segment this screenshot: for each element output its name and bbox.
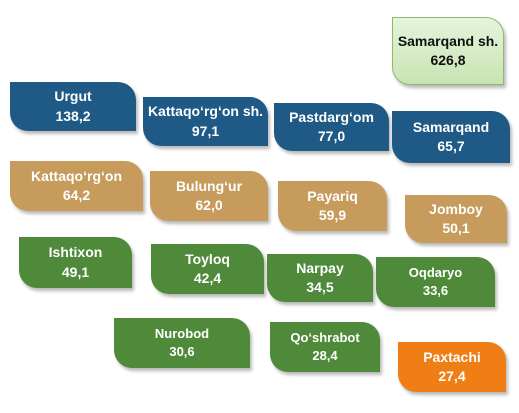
tile-name: Narpay (296, 259, 344, 276)
tile-kattaqorgon: Kattaqo‘rg‘on 64,2 (10, 161, 143, 211)
tile-value: 33,6 (422, 283, 449, 298)
tile-nurobod: Nurobod 30,6 (114, 318, 250, 368)
tile-value: 34,5 (306, 279, 334, 295)
tile-name: Kattaqo‘rg‘on (31, 167, 122, 184)
tile-value: 626,8 (430, 52, 466, 68)
tile-name: Pastdarg‘om (289, 108, 374, 125)
tile-kattaqorgon-city: Kattaqo‘rg‘on sh. 97,1 (143, 97, 268, 146)
tile-name: Kattaqo‘rg‘on sh. (147, 103, 264, 119)
tile-value: 138,2 (55, 107, 91, 124)
tile-narpay: Narpay 34,5 (267, 254, 373, 302)
tile-value: 59,9 (318, 207, 347, 223)
tile-samarqand-district: Samarqand 65,7 (392, 111, 510, 163)
tile-value: 62,0 (195, 197, 223, 213)
tile-value: 49,1 (61, 263, 90, 280)
tile-urgut: Urgut 138,2 (10, 82, 136, 131)
tile-value: 27,4 (438, 368, 466, 384)
tile-payariq: Payariq 59,9 (278, 181, 387, 231)
tile-name: Payariq (307, 187, 358, 204)
tile-value: 65,7 (437, 138, 465, 154)
tile-name: Urgut (54, 88, 92, 104)
tile-name: Paxtachi (423, 348, 481, 365)
tile-value: 30,6 (169, 344, 195, 359)
tile-name: Samarqand sh. (397, 32, 499, 49)
tile-value: 77,0 (317, 128, 346, 144)
tile-toyloq: Toyloq 42,4 (151, 244, 264, 294)
tile-name: Samarqand (412, 118, 490, 135)
tile-name: Toyloq (185, 250, 230, 267)
tile-value: 97,1 (191, 122, 220, 139)
tile-name: Bulung‘ur (175, 177, 243, 194)
tile-value: 64,2 (62, 187, 91, 203)
tile-name: Oqdaryo (408, 264, 463, 280)
tile-paxtachi: Paxtachi 27,4 (398, 342, 506, 392)
tile-bulungur: Bulung‘ur 62,0 (150, 171, 268, 221)
tile-name: Qo‘shrabot (290, 329, 360, 345)
tile-name: Ishtixon (48, 244, 103, 260)
tile-value: 42,4 (193, 270, 222, 286)
tile-ishtixon: Ishtixon 49,1 (19, 237, 132, 288)
tile-samarqand-city: Samarqand sh. 626,8 (392, 17, 504, 85)
tile-name: Jomboy (429, 200, 483, 217)
tile-name: Nurobod (154, 325, 210, 341)
tile-oqdaryo: Oqdaryo 33,6 (376, 257, 495, 307)
tile-jomboy: Jomboy 50,1 (405, 195, 507, 243)
tile-value: 28,4 (312, 348, 338, 363)
tile-qoshrabot: Qo‘shrabot 28,4 (270, 322, 380, 372)
tile-pastdargom: Pastdarg‘om 77,0 (274, 103, 389, 151)
tile-value: 50,1 (442, 220, 470, 236)
